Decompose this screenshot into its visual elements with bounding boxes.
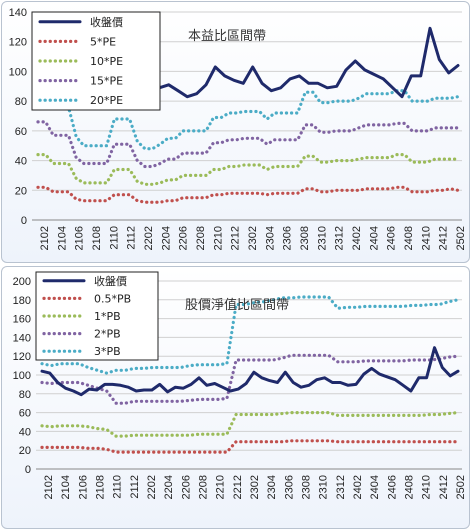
- x-tick-label: 2310: [318, 475, 330, 499]
- x-tick-label: 2312: [334, 226, 346, 250]
- x-tick-label: 2210: [212, 226, 224, 250]
- legend-box: [31, 11, 161, 111]
- pe-band-chart: 0 20 40 60 80 100 120 140 2102 2104 2106 2108 2110 21…: [9, 7, 467, 250]
- y-tick-label: 120: [9, 37, 27, 49]
- chart-annotation: 股價淨值比區間帶: [185, 297, 289, 313]
- series-line-pe20: [36, 87, 460, 151]
- x-tick-label: 2208: [195, 226, 207, 250]
- x-tick-label: 2308: [301, 475, 313, 499]
- x-tick-label: 2112: [126, 226, 138, 250]
- y-tick-label: 60: [19, 408, 31, 420]
- legend-label-pe5: 0.5*PB: [94, 292, 131, 305]
- legend-box: [35, 271, 159, 361]
- x-tick-label: 2402: [352, 475, 364, 499]
- legend-label-pe20: 20*PE: [90, 94, 123, 107]
- x-tick-label: 2404: [369, 475, 381, 499]
- x-tick-label: 2502: [455, 226, 467, 250]
- series-line-pe5: [36, 185, 460, 204]
- y-tick-label: 180: [13, 295, 31, 307]
- y-tick-label: 100: [13, 370, 31, 382]
- x-tick-label: 2202: [146, 475, 158, 499]
- x-tick-label: 2106: [74, 226, 86, 250]
- x-tick-label: 2402: [351, 226, 363, 250]
- x-tick-label: 2412: [438, 226, 450, 250]
- series-line-pe10: [36, 153, 460, 186]
- pe-band-chart-panel: 0 20 40 60 80 100 120 140 2102 2104 2106 2108 2110 21…: [1, 1, 470, 263]
- y-tick-label: 100: [9, 66, 27, 78]
- x-tick-label: 2206: [178, 226, 190, 250]
- series-line-close: [40, 346, 460, 397]
- y-tick-label: 120: [13, 351, 31, 363]
- series-line-pe10: [40, 411, 460, 438]
- y-tick-label: 80: [19, 389, 31, 401]
- x-tick-label: 2106: [77, 475, 89, 499]
- series-line-pe15: [36, 120, 460, 169]
- legend-label-pe10: 10*PE: [90, 55, 123, 68]
- legend-label-close: 收盤價: [90, 15, 123, 29]
- legend-label-pe15: 2*PB: [94, 328, 121, 341]
- x-tick-label: 2406: [386, 226, 398, 250]
- x-tick-label: 2412: [438, 475, 450, 499]
- y-tick-label: 40: [19, 426, 31, 438]
- x-tick-label: 2302: [249, 475, 261, 499]
- x-tick-label: 2404: [368, 226, 380, 250]
- x-tick-label: 2110: [108, 226, 120, 250]
- x-tick-label: 2304: [266, 475, 278, 499]
- y-tick-label: 40: [15, 156, 27, 168]
- x-tick-label: 2204: [160, 226, 172, 250]
- x-tick-label: 2408: [403, 226, 415, 250]
- legend-label-pe10: 1*PB: [94, 310, 121, 323]
- x-tick-label: 2112: [129, 475, 141, 499]
- x-tick-label: 2204: [163, 475, 175, 499]
- legend-label-pe5: 5*PE: [90, 35, 116, 48]
- x-tick-label: 2104: [56, 226, 68, 250]
- y-tick-label: 140: [9, 7, 27, 19]
- x-tick-label: 2304: [264, 226, 276, 250]
- x-tick-label: 2312: [335, 475, 347, 499]
- x-tick-label: 2306: [283, 475, 295, 499]
- x-tick-label: 2310: [316, 226, 328, 250]
- chart-annotation: 本益比區間帶: [188, 29, 266, 44]
- x-tick-label: 2308: [299, 226, 311, 250]
- y-tick-label: 20: [15, 185, 27, 197]
- x-tick-label: 2410: [421, 475, 433, 499]
- x-tick-label: 2410: [420, 226, 432, 250]
- legend-label-pe15: 15*PE: [90, 75, 123, 88]
- x-tick-label: 2306: [282, 226, 294, 250]
- series-line-pe5: [40, 439, 460, 454]
- x-tick-label: 2302: [247, 226, 259, 250]
- y-tick-label: 160: [13, 314, 31, 326]
- y-tick-label: 140: [13, 332, 31, 344]
- x-tick-label: 2102: [39, 226, 51, 250]
- x-tick-label: 2108: [91, 226, 103, 250]
- x-tick-label: 2406: [386, 475, 398, 499]
- x-tick-label: 2202: [143, 226, 155, 250]
- x-tick-label: 2210: [215, 475, 227, 499]
- x-tick-label: 2110: [112, 475, 124, 499]
- x-tick-label: 2502: [455, 475, 467, 499]
- y-tick-label: 0: [25, 464, 31, 476]
- y-tick-label: 0: [21, 215, 27, 227]
- x-tick-label: 2208: [198, 475, 210, 499]
- series-line-pe20: [40, 295, 460, 375]
- y-tick-label: 80: [15, 96, 27, 108]
- x-tick-label: 2104: [60, 475, 72, 499]
- y-tick-label: 200: [13, 276, 31, 288]
- legend-label-close: 收盤價: [94, 274, 127, 288]
- x-tick-label: 2212: [232, 475, 244, 499]
- y-tick-label: 60: [15, 126, 27, 138]
- x-tick-label: 2108: [95, 475, 107, 499]
- series-line-pe15: [40, 353, 460, 405]
- x-tick-label: 2408: [404, 475, 416, 499]
- pb-band-chart: 0 20 40 60 80 100 120 140 160 180 200 2102 2104 2106 2…: [13, 271, 467, 499]
- x-tick-label: 2212: [230, 226, 242, 250]
- legend-label-pe20: 3*PB: [94, 345, 121, 358]
- pb-band-chart-panel: 0 20 40 60 80 100 120 140 160 180 200 2102 2104 2106 2…: [1, 266, 470, 529]
- x-tick-label: 2206: [180, 475, 192, 499]
- y-tick-label: 20: [19, 445, 31, 457]
- x-tick-label: 2102: [43, 475, 55, 499]
